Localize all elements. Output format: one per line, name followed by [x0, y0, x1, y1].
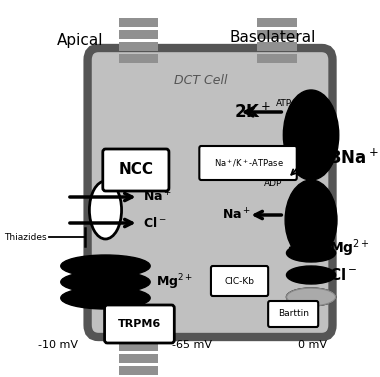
Text: Barttin: Barttin — [278, 310, 309, 319]
FancyBboxPatch shape — [119, 330, 158, 339]
Text: ADP: ADP — [263, 178, 282, 187]
Text: -65 mV: -65 mV — [172, 340, 212, 350]
Ellipse shape — [287, 244, 336, 262]
FancyBboxPatch shape — [119, 342, 158, 351]
Ellipse shape — [61, 271, 150, 293]
FancyBboxPatch shape — [200, 146, 297, 180]
FancyBboxPatch shape — [105, 305, 174, 343]
Text: Cl$^-$: Cl$^-$ — [143, 216, 167, 230]
FancyBboxPatch shape — [119, 18, 158, 27]
Text: ClC-Kb: ClC-Kb — [225, 276, 255, 285]
Ellipse shape — [287, 266, 336, 284]
FancyBboxPatch shape — [257, 30, 297, 39]
Text: -10 mV: -10 mV — [38, 340, 78, 350]
Ellipse shape — [283, 90, 339, 180]
Text: Cl$^-$: Cl$^-$ — [329, 267, 357, 283]
FancyBboxPatch shape — [119, 366, 158, 375]
Text: 0 mV: 0 mV — [298, 340, 327, 350]
FancyBboxPatch shape — [119, 54, 158, 63]
FancyBboxPatch shape — [268, 301, 318, 327]
FancyBboxPatch shape — [257, 18, 297, 27]
FancyBboxPatch shape — [103, 149, 169, 191]
Ellipse shape — [89, 181, 122, 239]
Text: Na$^+$/K$^+$-ATPase: Na$^+$/K$^+$-ATPase — [214, 157, 283, 169]
Text: ?: ? — [324, 209, 334, 227]
Text: 2K$^+$: 2K$^+$ — [234, 102, 272, 122]
Text: DCT Cell: DCT Cell — [174, 74, 228, 86]
FancyBboxPatch shape — [257, 54, 297, 63]
Ellipse shape — [285, 180, 337, 260]
FancyBboxPatch shape — [211, 266, 268, 296]
FancyBboxPatch shape — [119, 354, 158, 363]
Ellipse shape — [61, 255, 150, 277]
FancyBboxPatch shape — [119, 42, 158, 51]
Text: Na$^+$: Na$^+$ — [143, 189, 172, 205]
Text: Na$^+$: Na$^+$ — [222, 207, 251, 223]
Text: Thiazides: Thiazides — [5, 233, 47, 242]
FancyBboxPatch shape — [257, 42, 297, 51]
Text: Mg$^{2+}$: Mg$^{2+}$ — [329, 237, 370, 259]
Ellipse shape — [287, 288, 336, 306]
Ellipse shape — [61, 287, 150, 309]
Text: Mg$^{2+}$: Mg$^{2+}$ — [157, 272, 193, 292]
FancyBboxPatch shape — [119, 30, 158, 39]
FancyBboxPatch shape — [88, 48, 332, 337]
Text: ATP: ATP — [276, 98, 292, 107]
Text: NCC: NCC — [118, 162, 154, 178]
Ellipse shape — [287, 288, 336, 306]
Text: Apical: Apical — [57, 32, 104, 48]
Text: 3Na$^+$: 3Na$^+$ — [329, 149, 378, 168]
Text: TRPM6: TRPM6 — [118, 319, 161, 329]
Text: Basolateral: Basolateral — [230, 31, 316, 46]
